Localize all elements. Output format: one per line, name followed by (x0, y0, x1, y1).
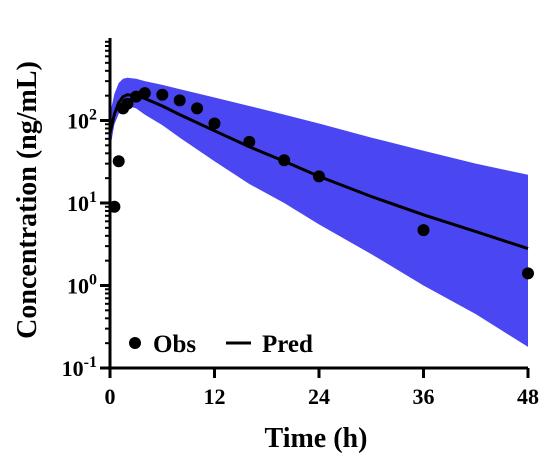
obs-point (121, 97, 134, 110)
legend-obs-label: Obs (153, 331, 196, 358)
obs-point (417, 224, 430, 237)
y-axis-title: Concentration (ng/mL) (12, 61, 43, 339)
x-axis-title: Time (h) (265, 423, 368, 454)
y-tick-label: 100 (67, 272, 97, 299)
obs-point (313, 170, 325, 183)
obs-point (173, 94, 186, 107)
y-tick-label: 101 (67, 189, 97, 216)
obs-point (243, 135, 256, 148)
y-tick-label: 102 (67, 107, 97, 134)
obs-point (278, 154, 291, 167)
x-tick-label: 0 (105, 384, 116, 409)
legend: Obs Pred (129, 331, 313, 358)
obs-point (522, 267, 534, 280)
x-tick-label: 24 (308, 384, 330, 409)
legend-pred-label: Pred (262, 331, 313, 358)
obs-point (112, 155, 125, 168)
x-tick-label: 36 (413, 384, 435, 409)
obs-point (191, 102, 204, 115)
prediction-interval-band (110, 77, 528, 347)
legend-obs-marker (129, 337, 141, 349)
obs-point (156, 88, 169, 101)
obs-point (138, 87, 151, 100)
x-tick-label: 12 (204, 384, 226, 409)
obs-point (208, 117, 221, 130)
x-tick-label: 48 (517, 384, 539, 409)
y-tick-label: 10-1 (62, 354, 97, 381)
pred-line (108, 93, 529, 251)
